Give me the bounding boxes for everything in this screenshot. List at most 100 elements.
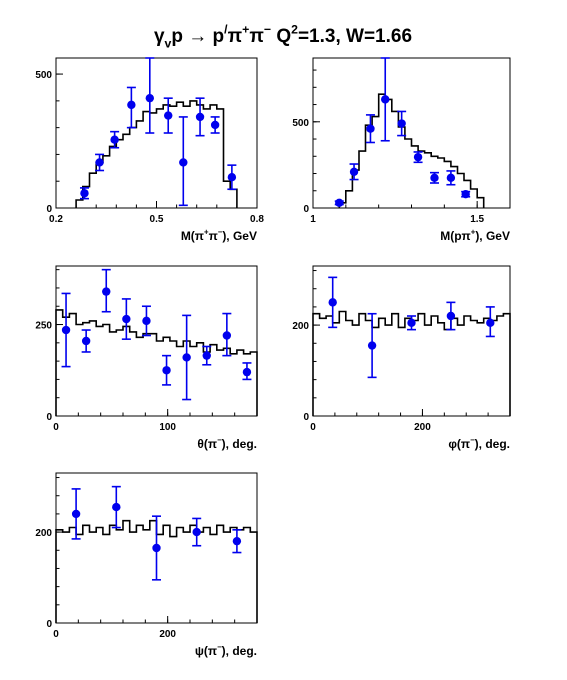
data-point	[461, 190, 471, 199]
data-point	[111, 485, 121, 529]
data-marker	[328, 298, 337, 307]
y-tick-label: 0	[303, 204, 309, 215]
data-marker	[242, 367, 252, 377]
plot-frame	[55, 57, 258, 209]
text-part: π	[209, 229, 218, 243]
y-tick-label: 250	[35, 321, 52, 332]
data-point	[407, 315, 416, 331]
data-point	[380, 57, 390, 142]
data-marker	[232, 536, 242, 546]
model-histogram	[338, 93, 485, 208]
data-marker	[112, 502, 121, 512]
data-marker	[61, 325, 71, 335]
data-marker	[381, 95, 390, 104]
y-tick-label: 0	[46, 412, 52, 423]
text-part: ), GeV	[475, 229, 510, 243]
y-tick-label: 0	[46, 204, 52, 215]
y-tick-label: 200	[35, 528, 52, 539]
data-point	[349, 163, 359, 181]
data-point	[397, 110, 407, 137]
text-part: v	[165, 37, 172, 51]
text-part: +	[204, 228, 209, 237]
data-marker	[227, 172, 237, 182]
text-part: φ(π	[448, 437, 470, 451]
text-part: =1.3, W=1.66	[298, 26, 412, 47]
x-axis-label: ψ(π−), deg.	[195, 643, 257, 658]
data-point	[334, 198, 344, 208]
data-point	[101, 268, 111, 313]
data-marker	[110, 135, 119, 144]
chart-panel-phi: 0 200 0 200 φ(π−), deg.	[292, 265, 511, 451]
text-part: −	[218, 228, 223, 237]
text-part: 2	[291, 22, 298, 36]
data-marker	[407, 318, 416, 328]
data-marker	[80, 189, 89, 198]
x-tick-label: 1	[310, 214, 316, 225]
data-point	[367, 312, 377, 379]
data-point	[126, 86, 136, 129]
data-point	[242, 362, 252, 381]
text-part: ), deg.	[222, 644, 257, 658]
x-tick-label: 0.8	[250, 214, 264, 225]
data-point	[429, 171, 439, 184]
data-marker	[210, 120, 220, 130]
data-point	[61, 292, 71, 368]
data-marker	[486, 318, 495, 328]
x-axis-label: M(pπ+), GeV	[440, 228, 510, 243]
figure-title: γvp → p/π+π− Q2=1.3, W=1.66	[154, 22, 412, 50]
text-part: −	[470, 436, 475, 445]
text-part: p → p	[171, 26, 224, 47]
text-part: +	[242, 22, 249, 36]
data-marker	[95, 158, 104, 167]
data-marker	[446, 311, 456, 321]
data-point	[162, 354, 172, 386]
data-marker	[366, 124, 375, 133]
x-axis-label: M(π+π−), GeV	[181, 228, 257, 243]
data-marker	[192, 527, 201, 537]
text-part: θ(π	[197, 437, 217, 451]
data-marker	[162, 366, 171, 375]
x-tick-label: 0.5	[150, 214, 164, 225]
data-marker	[71, 509, 81, 519]
x-tick-label: 200	[414, 422, 431, 433]
text-part: Q	[271, 26, 291, 47]
data-marker	[202, 351, 211, 360]
data-point	[141, 305, 151, 337]
data-marker	[179, 158, 188, 167]
data-point	[110, 130, 120, 149]
data-point	[81, 329, 91, 353]
data-marker	[349, 167, 359, 176]
data-point	[163, 97, 173, 134]
y-tick-label: 200	[292, 321, 309, 332]
plot-frame	[312, 265, 511, 417]
data-marker	[195, 112, 205, 122]
data-marker	[164, 111, 173, 120]
data-point	[195, 97, 205, 137]
data-marker	[367, 341, 377, 350]
x-tick-label: 100	[159, 422, 176, 433]
text-part: γ	[154, 26, 165, 47]
chart-panel-m-ppi: 1 1.5 0 500 M(pπ+), GeV	[292, 57, 511, 243]
text-part: ), deg.	[475, 437, 510, 451]
plot-frame	[312, 57, 511, 209]
y-tick-label: 500	[35, 70, 52, 81]
data-point	[192, 517, 202, 547]
data-point	[210, 116, 220, 134]
text-part: −	[264, 22, 271, 36]
data-point	[152, 515, 161, 581]
data-marker	[413, 152, 423, 162]
data-marker	[182, 353, 191, 362]
data-point	[446, 170, 456, 186]
data-marker	[461, 190, 470, 199]
data-marker	[127, 100, 136, 110]
data-marker	[142, 316, 151, 326]
model-histogram	[55, 309, 258, 416]
x-tick-label: 1.5	[470, 214, 484, 225]
data-marker	[145, 93, 154, 103]
text-part: −	[217, 643, 222, 652]
data-point	[227, 164, 237, 191]
data-point	[121, 298, 131, 340]
data-point	[178, 116, 188, 207]
data-point	[365, 114, 375, 144]
